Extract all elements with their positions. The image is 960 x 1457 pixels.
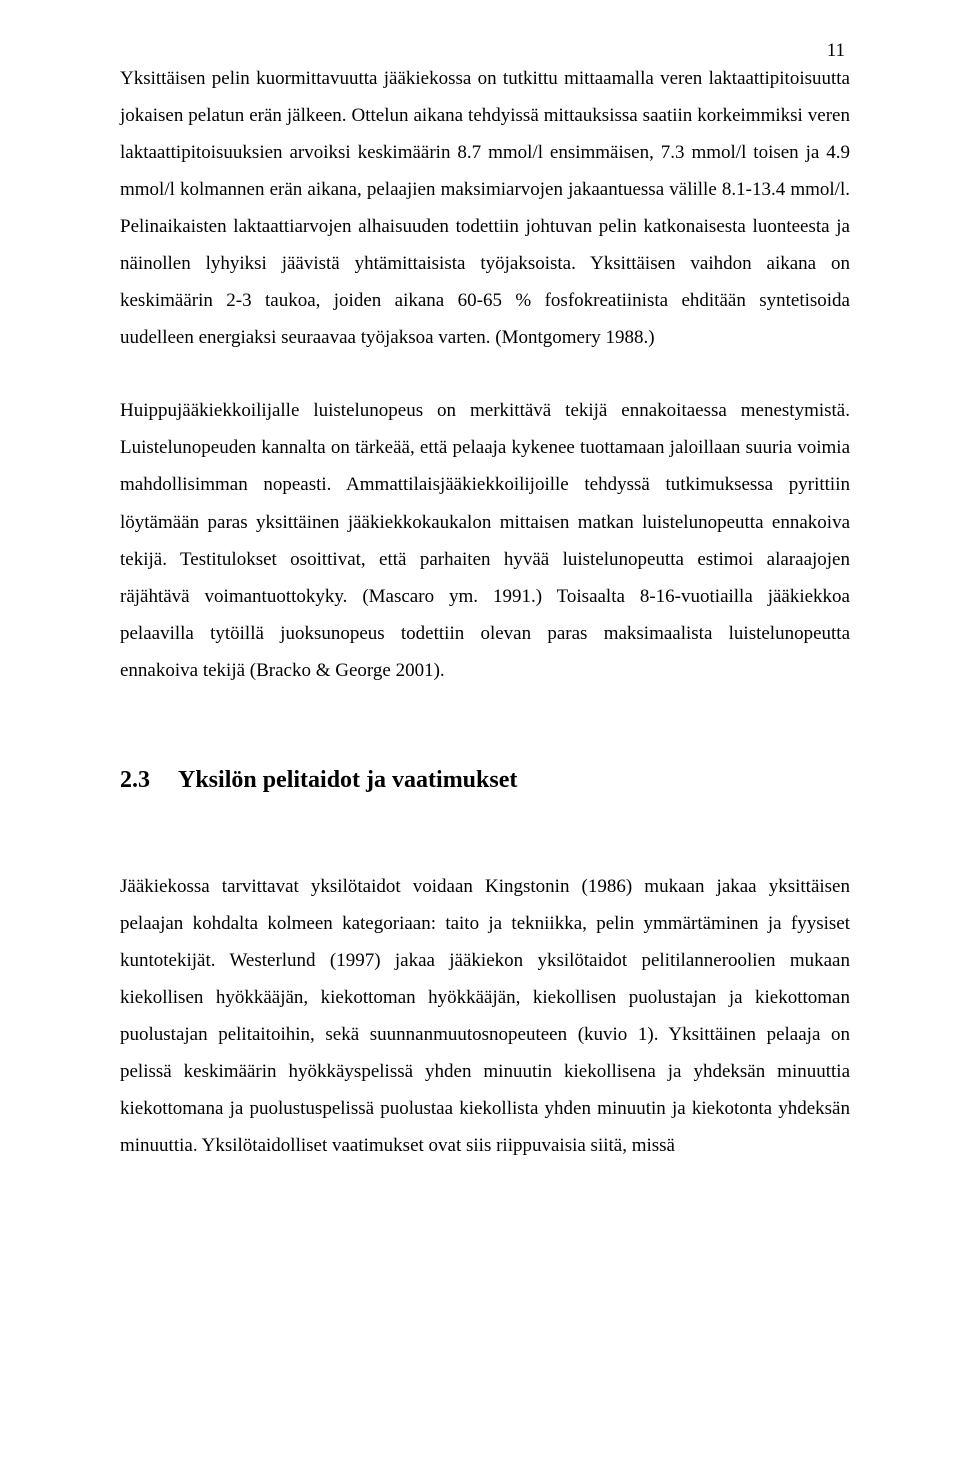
body-paragraph-3: Jääkiekossa tarvittavat yksilötaidot voi… xyxy=(120,868,850,1164)
section-heading: 2.3 Yksilön pelitaidot ja vaatimukset xyxy=(120,767,850,794)
body-paragraph-2: Huippujääkiekkoilijalle luistelunopeus o… xyxy=(120,392,850,688)
section-number: 2.3 xyxy=(120,767,150,794)
document-page: 11 Yksittäisen pelin kuormittavuutta jää… xyxy=(0,0,960,1457)
section-title: Yksilön pelitaidot ja vaatimukset xyxy=(178,767,517,793)
page-number: 11 xyxy=(827,40,845,62)
body-paragraph-1: Yksittäisen pelin kuormittavuutta jääkie… xyxy=(120,60,850,356)
